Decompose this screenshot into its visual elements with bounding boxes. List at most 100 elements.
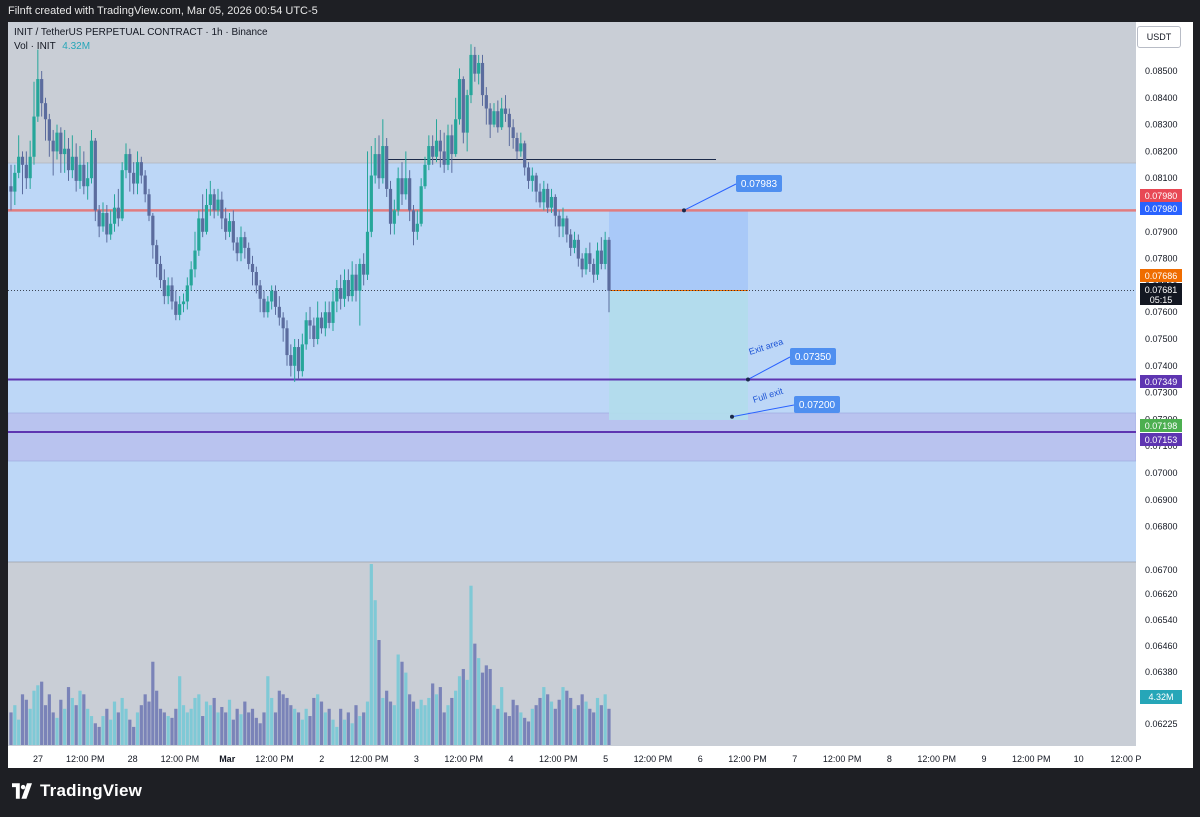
candle-body xyxy=(174,301,178,315)
time-tick-label: 12:00 PM xyxy=(728,754,767,764)
volume-bar xyxy=(70,697,74,745)
volume-bar xyxy=(434,694,439,745)
volume-bar xyxy=(350,723,354,745)
volume-bar xyxy=(216,712,220,745)
volume-bar xyxy=(13,705,17,745)
volume-bar xyxy=(201,716,205,745)
callout-price: 0.07983 xyxy=(741,179,778,190)
volume-bar xyxy=(461,668,465,745)
candle-body xyxy=(59,132,63,155)
volume-bar xyxy=(189,708,193,745)
candle-body xyxy=(97,210,101,227)
volume-bar xyxy=(112,701,117,745)
candle-body xyxy=(546,188,550,208)
volume-legend[interactable]: Vol · INIT 4.32M xyxy=(14,41,90,52)
volume-bar xyxy=(477,658,481,745)
candle-body xyxy=(270,290,274,302)
volume-bar xyxy=(327,708,331,745)
volume-bar xyxy=(400,661,404,745)
volume-bar xyxy=(289,705,293,745)
callout-connector xyxy=(731,404,795,418)
volume-bar xyxy=(193,697,197,745)
candle-body xyxy=(220,199,224,219)
volume-bar xyxy=(373,600,377,745)
candle-body xyxy=(603,239,607,264)
candle-body xyxy=(565,218,569,235)
volume-bar xyxy=(454,690,458,745)
callout-anchor-dot xyxy=(730,414,734,419)
volume-bar xyxy=(24,699,28,745)
volume-bar xyxy=(473,643,477,745)
volume-bar xyxy=(442,712,446,745)
candle-body xyxy=(588,253,592,264)
candle-body xyxy=(124,154,128,171)
volume-bar xyxy=(109,719,113,745)
price-label-tag xyxy=(1140,189,1182,202)
candle-body xyxy=(247,247,251,264)
chart-area[interactable]: 0.07983 0.07350 Exit area 0.07200 Full exit 0… xyxy=(8,22,1193,768)
volume-bar xyxy=(181,705,186,745)
volume-bar xyxy=(392,705,396,745)
price-label-text: 0.07681 xyxy=(1145,285,1178,295)
price-tick-label: 0.08500 xyxy=(1145,66,1178,76)
candle-body xyxy=(542,188,546,203)
candle-body xyxy=(296,347,301,372)
candle-body xyxy=(197,218,201,251)
candle-body xyxy=(300,344,304,372)
volume-bar xyxy=(308,716,312,745)
volume-bar xyxy=(511,699,515,745)
candle-body xyxy=(431,146,435,157)
candle-body xyxy=(93,140,97,211)
time-tick-label: 12:00 PM xyxy=(539,754,578,764)
volume-bar xyxy=(250,708,255,745)
volume-tick-label: 0.06700 xyxy=(1145,565,1178,575)
candle-body xyxy=(511,127,515,138)
volume-bar xyxy=(239,714,243,745)
candle-body xyxy=(507,113,511,128)
candle-body xyxy=(258,285,262,299)
price-tick-label: 0.07800 xyxy=(1145,254,1178,264)
volume-bar xyxy=(78,690,82,745)
time-tick-label: 12:00 PM xyxy=(66,754,105,764)
candle-body xyxy=(266,301,270,313)
volume-bar xyxy=(40,681,44,745)
price-tick-label: 0.07300 xyxy=(1145,388,1178,398)
volume-bar xyxy=(480,672,485,745)
candle-body xyxy=(442,151,446,165)
candle-body xyxy=(457,79,462,120)
candle-body xyxy=(89,140,94,179)
volume-bar xyxy=(82,694,86,745)
candle-body xyxy=(576,239,580,259)
volume-bar xyxy=(147,701,151,745)
volume-bar xyxy=(304,708,308,745)
volume-bar xyxy=(569,697,573,745)
candle-body xyxy=(454,119,458,155)
volume-bar xyxy=(158,708,163,745)
callout-box xyxy=(794,396,840,413)
volume-bar xyxy=(388,701,393,745)
candle-body xyxy=(335,288,339,302)
candle-body xyxy=(224,218,228,232)
volume-bar xyxy=(538,697,542,745)
time-tick-label: 12:00 PM xyxy=(350,754,389,764)
volume-bar xyxy=(534,705,538,745)
symbol-legend[interactable]: INIT / TetherUS PERPETUAL CONTRACT · 1h … xyxy=(14,27,268,38)
volume-bar xyxy=(339,708,343,745)
candle-body xyxy=(20,156,25,165)
candle-body xyxy=(492,111,496,125)
price-tick-label: 0.08400 xyxy=(1145,93,1178,103)
volume-bar xyxy=(465,679,469,745)
brand-name: TradingView xyxy=(40,781,143,800)
candle-body xyxy=(63,148,67,155)
volume-tick-label: 0.06225 xyxy=(1145,719,1178,729)
candle-body xyxy=(569,234,573,248)
currency-button[interactable]: USDT xyxy=(1137,26,1181,48)
volume-bar xyxy=(273,712,278,745)
candle-body xyxy=(385,146,389,189)
candle-body xyxy=(523,143,527,168)
candle-body xyxy=(47,119,51,141)
candle-body xyxy=(178,304,182,315)
price-label-tag xyxy=(1140,269,1182,282)
candle-body xyxy=(480,62,485,96)
